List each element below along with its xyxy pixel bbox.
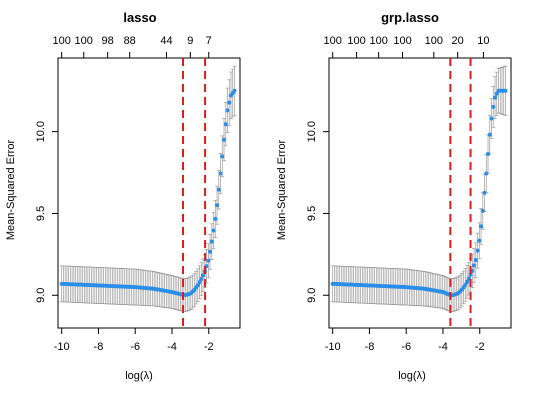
cv-point bbox=[503, 88, 508, 93]
x-tick-label: -6 bbox=[401, 341, 411, 353]
cv-point bbox=[482, 190, 487, 195]
top-tick-label: 100 bbox=[369, 35, 387, 47]
top-tick-label: 100 bbox=[323, 35, 341, 47]
x-tick-label: -6 bbox=[130, 341, 140, 353]
cv-point bbox=[225, 108, 230, 113]
cv-point bbox=[487, 132, 492, 137]
y-tick-label: 10.0 bbox=[35, 121, 47, 142]
panel-title: grp.lasso bbox=[381, 10, 439, 25]
grp-lasso-panel: grp.lasso log(λ) Mean-Squared Error -10 -… bbox=[276, 10, 512, 382]
x-tick-label: -10 bbox=[54, 341, 70, 353]
cv-point bbox=[197, 280, 202, 285]
cv-point bbox=[475, 248, 480, 253]
y-tick-label: 9.5 bbox=[306, 206, 318, 221]
top-tick-label: 98 bbox=[102, 35, 114, 47]
cv-point bbox=[486, 152, 491, 157]
x-tick-label: -8 bbox=[365, 341, 375, 353]
cv-point bbox=[209, 239, 214, 244]
top-tick-label: 100 bbox=[75, 35, 93, 47]
top-tick-label: 20 bbox=[452, 35, 464, 47]
lasso-panel: lasso log(λ) Mean-Squared Error -10 -8 -6 -… bbox=[5, 10, 241, 382]
x-tick-label: -8 bbox=[94, 341, 104, 353]
cv-point bbox=[491, 104, 496, 109]
y-tick-label: 9.0 bbox=[35, 288, 47, 303]
cv-point bbox=[493, 95, 498, 100]
cv-point bbox=[208, 249, 213, 254]
x-tick-label: -2 bbox=[475, 341, 485, 353]
cv-point bbox=[216, 187, 221, 192]
top-tick-label: 10 bbox=[477, 35, 489, 47]
cv-point bbox=[195, 283, 200, 288]
top-tick-label: 88 bbox=[124, 35, 136, 47]
x-axis-label: log(λ) bbox=[398, 370, 426, 382]
x-tick-label: -2 bbox=[204, 341, 214, 353]
cv-point bbox=[227, 100, 232, 105]
cv-point bbox=[218, 171, 223, 176]
top-tick-label: 7 bbox=[206, 35, 212, 47]
cv-point bbox=[472, 263, 477, 268]
cv-point bbox=[215, 203, 220, 208]
y-tick-label: 10.0 bbox=[306, 121, 318, 142]
top-tick-label: 100 bbox=[347, 35, 365, 47]
cv-point bbox=[463, 282, 468, 287]
plot-frame bbox=[57, 57, 241, 329]
cv-point bbox=[223, 122, 228, 127]
top-tick-label: 100 bbox=[393, 35, 411, 47]
y-axis-label: Mean-Squared Error bbox=[276, 140, 288, 241]
cv-point bbox=[232, 88, 237, 93]
cv-point bbox=[199, 277, 204, 282]
y-tick-label: 9.0 bbox=[306, 288, 318, 303]
y-axis-label: Mean-Squared Error bbox=[5, 140, 17, 241]
top-tick-label: 100 bbox=[425, 35, 443, 47]
cv-point bbox=[201, 273, 206, 278]
x-tick-label: -4 bbox=[167, 341, 177, 353]
cv-point bbox=[213, 216, 218, 221]
cv-point bbox=[465, 279, 470, 284]
top-tick-label: 100 bbox=[52, 35, 70, 47]
cv-point bbox=[206, 258, 211, 263]
cv-point bbox=[220, 154, 225, 159]
cv-point bbox=[489, 116, 494, 121]
panel-title: lasso bbox=[123, 10, 156, 25]
top-tick-label: 9 bbox=[187, 35, 193, 47]
x-tick-label: -4 bbox=[438, 341, 448, 353]
cv-point bbox=[494, 91, 499, 96]
cv-point bbox=[480, 208, 485, 213]
x-tick-label: -10 bbox=[325, 341, 341, 353]
x-axis-label: log(λ) bbox=[125, 370, 153, 382]
cv-point bbox=[479, 224, 484, 229]
top-tick-label: 44 bbox=[160, 35, 172, 47]
cv-point bbox=[473, 258, 478, 263]
y-tick-label: 9.5 bbox=[35, 206, 47, 221]
plot-frame bbox=[328, 57, 512, 329]
cv-point bbox=[484, 171, 489, 176]
cv-point bbox=[477, 238, 482, 243]
cv-point bbox=[211, 228, 216, 233]
cv-point bbox=[222, 137, 227, 142]
